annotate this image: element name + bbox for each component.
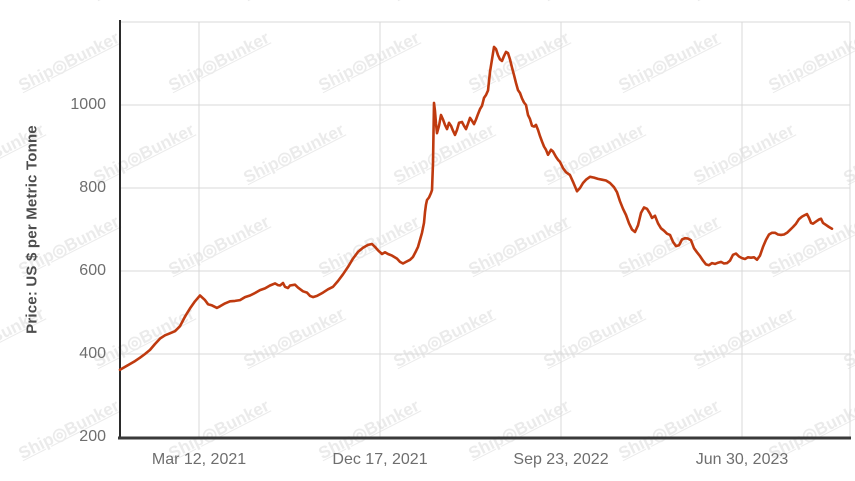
price-series-line [118, 45, 834, 372]
y-tick-label-600: 600 [79, 262, 106, 279]
x-tick-label-sep-2022: Sep 23, 2022 [513, 451, 609, 468]
y-tick-label-1000: 1000 [70, 96, 106, 113]
y-tick-label-400: 400 [79, 345, 106, 362]
y-axis-title: Price: US $ per Metric Tonne [23, 125, 41, 334]
x-tick-label-jun-2023: Jun 30, 2023 [695, 451, 789, 468]
x-tick-label-mar-2021: Mar 12, 2021 [151, 451, 247, 468]
y-tick-label-800: 800 [79, 179, 106, 196]
y-tick-label-200: 200 [79, 428, 106, 445]
x-tick-label-dec-2021: Dec 17, 2021 [332, 451, 428, 468]
